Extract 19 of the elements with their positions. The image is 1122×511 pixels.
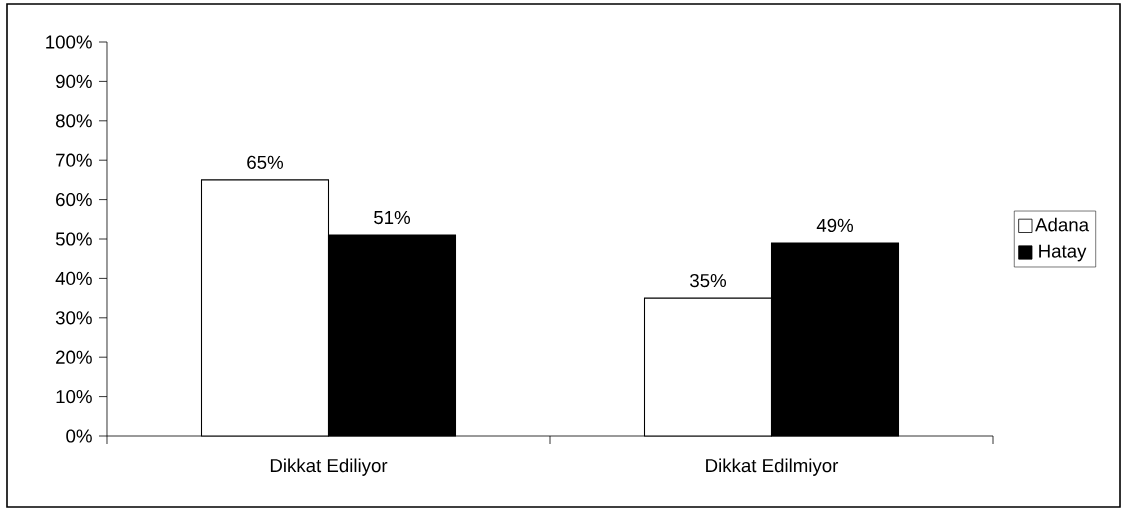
x-tick-label: Dikkat Edilmiyor [706, 458, 839, 476]
y-tick-label: 80% [55, 114, 92, 128]
data-label: 35% [690, 273, 727, 288]
y-tick-label: 0% [66, 429, 92, 443]
y-tick-label: 60% [56, 192, 92, 207]
y-tick-label: 40% [55, 271, 92, 286]
y-tick-label: 10% [56, 389, 92, 404]
y-tick-label: 70% [56, 153, 92, 167]
y-tick-label: 90% [56, 74, 92, 89]
y-tick-label: 50% [55, 232, 92, 246]
data-label: 49% [816, 218, 854, 233]
y-tick-label: 20% [56, 350, 92, 364]
legend-label: Hatay [1039, 244, 1087, 262]
data-label: 65% [247, 155, 284, 169]
data-label: 51% [374, 210, 411, 225]
x-tick-label: Dikkat Ediliyor [270, 458, 388, 476]
y-tick-label: 30% [55, 311, 92, 325]
y-tick-label: 100% [46, 35, 92, 49]
legend-label: Adana [1035, 217, 1090, 232]
